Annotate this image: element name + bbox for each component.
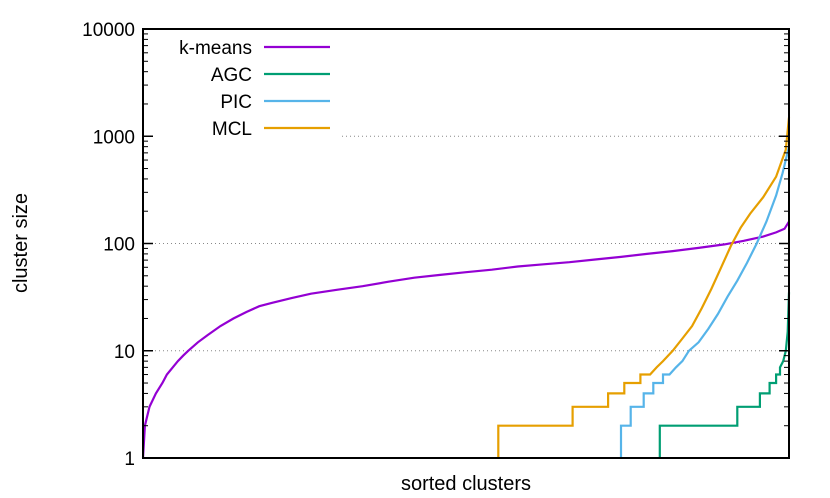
- series-line-pic: [619, 146, 791, 458]
- axis-ticks: 1 10 100 1000 10000: [82, 20, 789, 470]
- series-line-mcl: [497, 117, 791, 458]
- legend-label-agc: AGC: [211, 65, 252, 86]
- series-line-agc: [658, 292, 791, 458]
- legend-label-k-means: k-means: [179, 38, 252, 59]
- y-tick-label: 10000: [82, 20, 135, 41]
- legend-label-mcl: MCL: [212, 119, 252, 140]
- legend-label-pic: PIC: [220, 92, 252, 113]
- plot-series: [141, 117, 791, 459]
- series-line-k-means: [141, 221, 790, 459]
- y-tick-label: 1: [124, 449, 135, 470]
- y-tick-label: 1000: [93, 127, 135, 148]
- grid-lines: [143, 135, 789, 352]
- x-axis-title: sorted clusters: [401, 473, 531, 495]
- y-axis-title: cluster size: [10, 193, 32, 293]
- legend: k-means AGC PIC MCL: [179, 38, 330, 140]
- y-tick-label: 10: [114, 342, 135, 363]
- y-tick-label: 100: [103, 235, 135, 256]
